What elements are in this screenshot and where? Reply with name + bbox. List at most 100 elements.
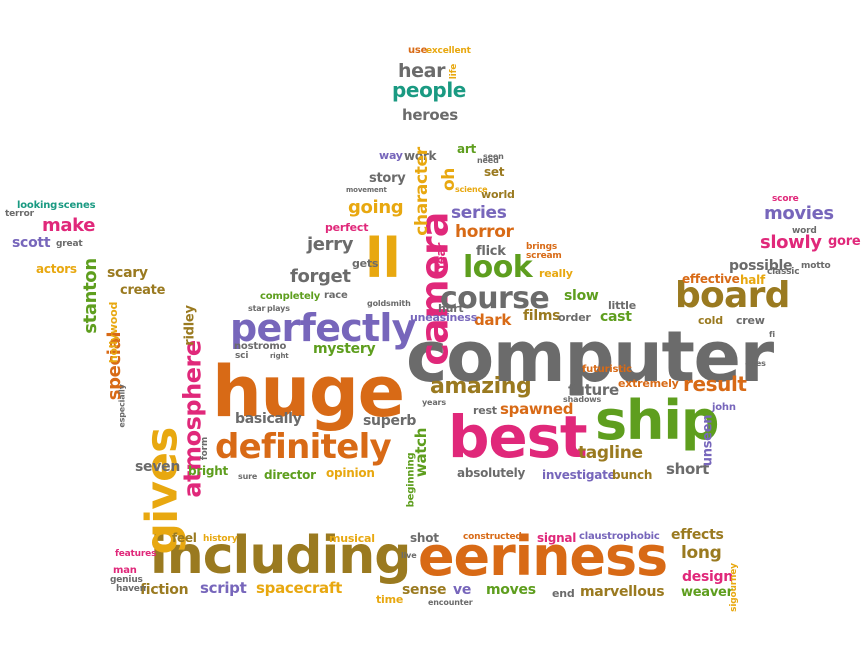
word-short: short xyxy=(666,460,709,478)
word-horror: horror xyxy=(455,222,514,242)
word-terror: terror xyxy=(5,209,34,219)
word-feel: feel xyxy=(172,531,197,545)
word-heroes: heroes xyxy=(402,106,458,124)
word-genius: genius xyxy=(110,575,143,585)
word-seven: seven xyxy=(135,459,181,475)
word-story: story xyxy=(369,171,406,186)
word-opinion: opinion xyxy=(326,466,375,480)
word-plays: plays xyxy=(267,304,290,313)
word-half: half xyxy=(740,273,766,287)
word-order: order xyxy=(558,311,591,324)
word-life: life xyxy=(449,63,460,80)
word-movement: movement xyxy=(346,186,387,194)
word-tagline: tagline xyxy=(578,443,643,463)
word-effective: effective xyxy=(682,272,740,286)
word-goldsmith: goldsmith xyxy=(367,299,411,308)
word-crew: crew xyxy=(736,314,765,327)
word-shot: shot xyxy=(410,531,439,545)
word-weaver: weaver xyxy=(681,585,733,600)
word-form: form xyxy=(200,436,211,461)
word-shadows: shadows xyxy=(563,395,602,404)
word-result: result xyxy=(683,372,747,396)
word-script: script xyxy=(200,579,247,597)
word-world: world xyxy=(481,188,515,201)
word-brings: brings xyxy=(526,242,558,252)
word-score: score xyxy=(772,194,799,204)
word-ship: ship xyxy=(595,389,720,452)
word-look: look xyxy=(463,250,533,285)
word-seen: seen xyxy=(483,152,504,161)
word-scott: scott xyxy=(12,235,51,251)
word-encounter: encounter xyxy=(428,598,473,607)
word-definitely: definitely xyxy=(215,427,392,467)
word-series: series xyxy=(451,203,507,223)
word-live: live xyxy=(401,551,417,560)
word-star: star xyxy=(248,304,266,313)
word-especially: especially xyxy=(117,383,127,428)
word-best: best xyxy=(448,403,588,471)
word-race: race xyxy=(324,290,348,301)
word-constructed: constructed xyxy=(463,532,522,542)
word-films: films xyxy=(523,308,561,324)
word-huge: huge xyxy=(212,351,405,433)
word-mystery: mystery xyxy=(313,341,376,357)
word-way: way xyxy=(379,149,403,162)
word-right: right xyxy=(270,352,289,360)
word-extremely: extremely xyxy=(618,377,679,390)
word-future: future xyxy=(568,381,619,399)
word-jerry: jerry xyxy=(307,234,354,255)
word-spacecraft: spacecraft xyxy=(256,579,342,597)
word-really: really xyxy=(539,267,573,280)
word-haven: haven xyxy=(116,584,146,594)
word-moves: moves xyxy=(486,582,536,598)
word-hear: hear xyxy=(398,60,446,82)
word-uneasiness: uneasiness xyxy=(410,311,478,324)
word-sense: sense xyxy=(402,582,447,598)
word-create: create xyxy=(120,283,166,298)
word-end: end xyxy=(552,587,575,600)
word-sci: sci xyxy=(235,351,249,361)
word-actors: actors xyxy=(36,262,77,276)
word-effects: effects xyxy=(671,527,724,543)
word-stanton: stanton xyxy=(79,258,101,334)
word-slowly: slowly xyxy=(760,232,822,253)
word-fi: fi xyxy=(769,330,775,339)
word-great: great xyxy=(56,239,83,249)
word-completely: completely xyxy=(260,291,321,302)
word-including: including xyxy=(150,526,411,586)
word-flick: flick xyxy=(476,244,506,259)
word-going: going xyxy=(348,197,404,218)
word-ones: ones xyxy=(745,359,766,368)
word-course: course xyxy=(440,281,550,316)
word-art: art xyxy=(457,142,477,156)
word-people: people xyxy=(392,78,466,102)
word-hollywood: hollywood xyxy=(107,301,121,364)
word-marvellous: marvellous xyxy=(580,584,665,600)
word-director: director xyxy=(264,468,316,482)
word-character: character xyxy=(411,147,432,236)
word-futuristic: futuristic xyxy=(582,364,632,375)
word-design: design xyxy=(682,569,733,585)
word-word: word xyxy=(792,226,817,236)
word-features: features xyxy=(115,549,157,559)
word-superb: superb xyxy=(363,413,417,429)
word-motto: motto xyxy=(801,261,831,271)
word-long: long xyxy=(681,543,722,563)
word-dark: dark xyxy=(474,311,512,329)
word-bright: bright xyxy=(188,464,229,478)
word-gore: gore xyxy=(828,234,861,249)
word-slow: slow xyxy=(564,288,599,304)
word-set: set xyxy=(484,165,505,179)
word-fiction: fiction xyxy=(140,582,189,598)
word-possible: possible xyxy=(729,258,793,274)
word-use: use xyxy=(408,45,428,56)
word-amazing: amazing xyxy=(430,374,532,399)
word-ll: ll xyxy=(365,227,401,290)
word-eeriness: eeriness xyxy=(418,525,668,588)
word-hurt: hurt xyxy=(438,302,464,315)
word-basically: basically xyxy=(235,411,302,427)
word-spawned: spawned xyxy=(500,400,574,418)
word-unseen: unseen xyxy=(699,414,715,466)
word-rest: rest xyxy=(473,404,497,417)
